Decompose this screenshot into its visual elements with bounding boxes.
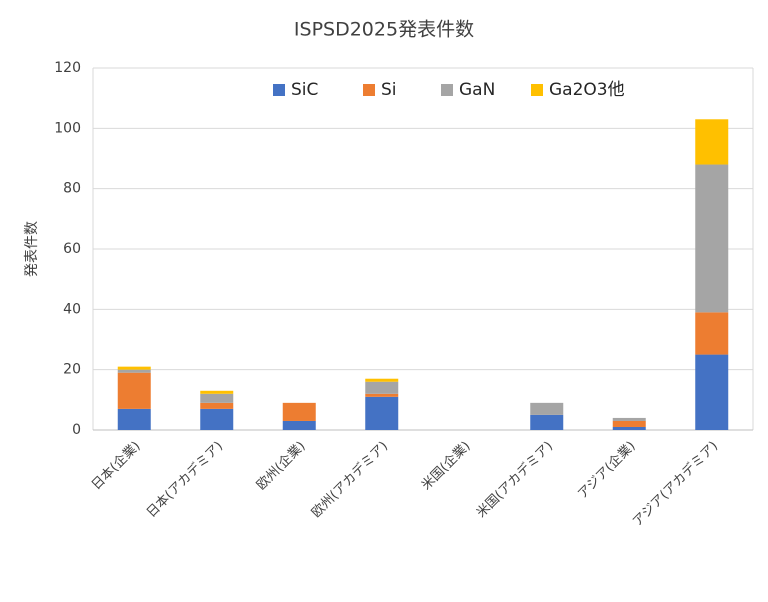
y-tick-label: 60 bbox=[63, 241, 81, 257]
y-tick-label: 0 bbox=[72, 422, 81, 438]
bar-segment bbox=[365, 393, 399, 397]
bar-segment bbox=[695, 119, 729, 165]
bar-segment bbox=[612, 420, 646, 427]
bar-segment bbox=[612, 417, 646, 421]
bar-segment bbox=[117, 366, 151, 370]
bar-segment bbox=[695, 164, 729, 313]
bar-segment bbox=[282, 420, 316, 430]
y-tick-label: 20 bbox=[63, 362, 81, 378]
bar-segment bbox=[365, 396, 399, 430]
bar-segment bbox=[200, 402, 234, 409]
bar-segment bbox=[695, 312, 729, 355]
legend-swatch bbox=[273, 84, 285, 96]
y-axis-label: 発表件数 bbox=[24, 221, 40, 277]
legend-label: GaN bbox=[459, 80, 495, 100]
chart-title: ISPSD2025発表件数 bbox=[294, 19, 474, 41]
bar-segment bbox=[117, 372, 151, 409]
legend-swatch bbox=[531, 84, 543, 96]
legend-swatch bbox=[441, 84, 453, 96]
y-tick-label: 80 bbox=[63, 181, 81, 197]
bar-segment bbox=[117, 369, 151, 373]
bar-segment bbox=[365, 381, 399, 394]
bar-segment bbox=[695, 354, 729, 430]
bar-segment bbox=[282, 402, 316, 421]
legend-label: SiC bbox=[291, 80, 318, 100]
bar-segment bbox=[200, 408, 234, 430]
bar-segment bbox=[200, 390, 234, 394]
bar-segment bbox=[612, 426, 646, 430]
y-tick-label: 100 bbox=[54, 120, 81, 136]
y-tick-label: 40 bbox=[63, 301, 81, 317]
bar-segment bbox=[530, 414, 564, 430]
bar-segment bbox=[200, 393, 234, 403]
bar-segment bbox=[530, 402, 564, 415]
y-tick-label: 120 bbox=[54, 60, 81, 76]
legend-label: Ga2O3他 bbox=[549, 80, 625, 100]
legend-label: Si bbox=[381, 80, 397, 100]
legend-swatch bbox=[363, 84, 375, 96]
bar-segment bbox=[365, 378, 399, 382]
bar-segment bbox=[117, 408, 151, 430]
